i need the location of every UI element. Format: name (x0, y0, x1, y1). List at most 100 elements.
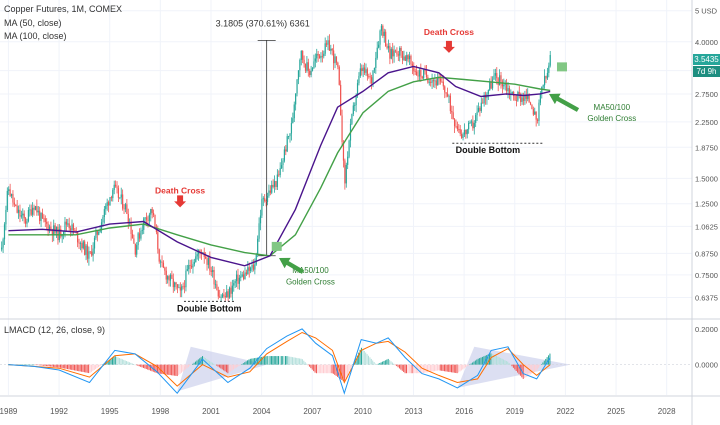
macd-histogram-bar (366, 354, 368, 365)
candle-body (102, 217, 104, 223)
candle-body (96, 230, 98, 235)
candle-body (24, 218, 27, 224)
macd-histogram-bar (166, 364, 168, 375)
candle-body (89, 251, 91, 253)
candle-body (418, 70, 421, 77)
macd-histogram-bar (535, 364, 537, 371)
candle-body (243, 274, 245, 280)
macd-histogram-bar (536, 364, 538, 370)
macd-histogram-bar (443, 364, 445, 372)
macd-histogram-bar (334, 364, 336, 375)
candle-body (380, 25, 383, 31)
candle-body (507, 88, 509, 92)
candle-body (413, 67, 415, 72)
candle-body (473, 122, 475, 129)
candle-body (494, 73, 496, 76)
macd-histogram-bar (280, 356, 282, 365)
candle-body (290, 123, 293, 134)
candle-body (456, 126, 458, 130)
candle-body (230, 287, 232, 294)
macd-histogram-bar (67, 364, 69, 370)
candle-body (190, 265, 193, 268)
candle-body (373, 67, 376, 71)
candle-body (174, 282, 176, 288)
macd-histogram-bar (145, 364, 147, 370)
y-tick-label: 2.7500 (695, 90, 718, 99)
macd-histogram-bar (549, 353, 551, 365)
macd-histogram-bar (449, 364, 451, 373)
candle-body (462, 134, 464, 139)
macd-histogram-bar (529, 364, 531, 375)
macd-histogram-bar (277, 356, 279, 365)
macd-histogram-bar (47, 364, 49, 367)
macd-histogram-bar (57, 364, 59, 368)
macd-histogram-bar (396, 364, 398, 367)
measure-label: 3.1805 (370.61%) 6361 (216, 18, 310, 28)
macd-histogram-bar (379, 363, 381, 365)
x-tick-label: 1992 (50, 407, 68, 416)
candle-body (124, 204, 127, 210)
candle-body (393, 50, 395, 57)
candle-body (85, 245, 87, 255)
x-tick-label: 2007 (303, 407, 321, 416)
candle-body (354, 105, 356, 106)
macd-histogram-bar (538, 364, 540, 368)
macd-histogram-bar (383, 360, 385, 365)
candle-body (161, 261, 163, 263)
candle-body (392, 49, 394, 57)
candle-body (226, 291, 228, 298)
macd-histogram-bar (36, 364, 38, 366)
macd-histogram-bar (261, 356, 263, 365)
candle-body (514, 95, 516, 101)
y-tick-label: 5 USD (695, 7, 718, 16)
macd-histogram-bar (420, 364, 422, 374)
candle-body (57, 226, 59, 241)
macd-histogram-bar (325, 364, 327, 374)
axes: 5 USD4.00003.25002.75002.25001.87501.500… (0, 7, 718, 416)
candle-body (148, 214, 150, 221)
macd-histogram-bar (117, 357, 119, 365)
x-tick-label: 2028 (658, 407, 676, 416)
candle-body (152, 212, 155, 215)
macd-histogram-bar (248, 359, 250, 365)
candle-body (20, 215, 22, 217)
candle-body (106, 202, 108, 206)
macd-histogram-bar (370, 358, 372, 365)
macd-histogram-bar (179, 364, 181, 374)
macd-histogram-bar (83, 364, 85, 373)
macd-histogram-bar (453, 364, 455, 373)
macd-y-tick-label: 0.2000 (695, 325, 718, 334)
macd-histogram-bar (410, 364, 412, 374)
macd-histogram-bar (242, 363, 244, 365)
macd-histogram-bar (294, 357, 296, 365)
macd-y-tick-label: 0.0000 (695, 361, 718, 370)
macd-histogram-bar (297, 358, 299, 365)
candle-body (333, 50, 335, 64)
candle-body (368, 76, 370, 78)
candle-body (358, 75, 360, 84)
macd-histogram-bar (273, 356, 275, 365)
candle-body (461, 133, 463, 139)
candle-body (259, 215, 262, 224)
macd-histogram-bar (349, 364, 351, 370)
candle-body (490, 81, 492, 89)
candle-body (288, 136, 290, 137)
candle-body (404, 56, 406, 61)
macd-histogram-bar (301, 359, 303, 365)
x-tick-label: 2004 (253, 407, 271, 416)
candle-body (136, 245, 138, 255)
macd-histogram-bar (100, 364, 102, 366)
macd-histogram-bar (241, 364, 243, 365)
macd-histogram-bar (225, 364, 227, 373)
macd-histogram-bar (124, 360, 126, 365)
macd-histogram-bar (69, 364, 71, 370)
candle-body (399, 47, 401, 56)
candle-body (68, 223, 70, 229)
macd-histogram-bar (79, 364, 81, 372)
macd-histogram-bar (142, 364, 144, 368)
candle-body (438, 78, 440, 79)
macd-histogram-bar (493, 354, 495, 365)
candle-body (77, 232, 79, 243)
candle-body (140, 230, 142, 239)
